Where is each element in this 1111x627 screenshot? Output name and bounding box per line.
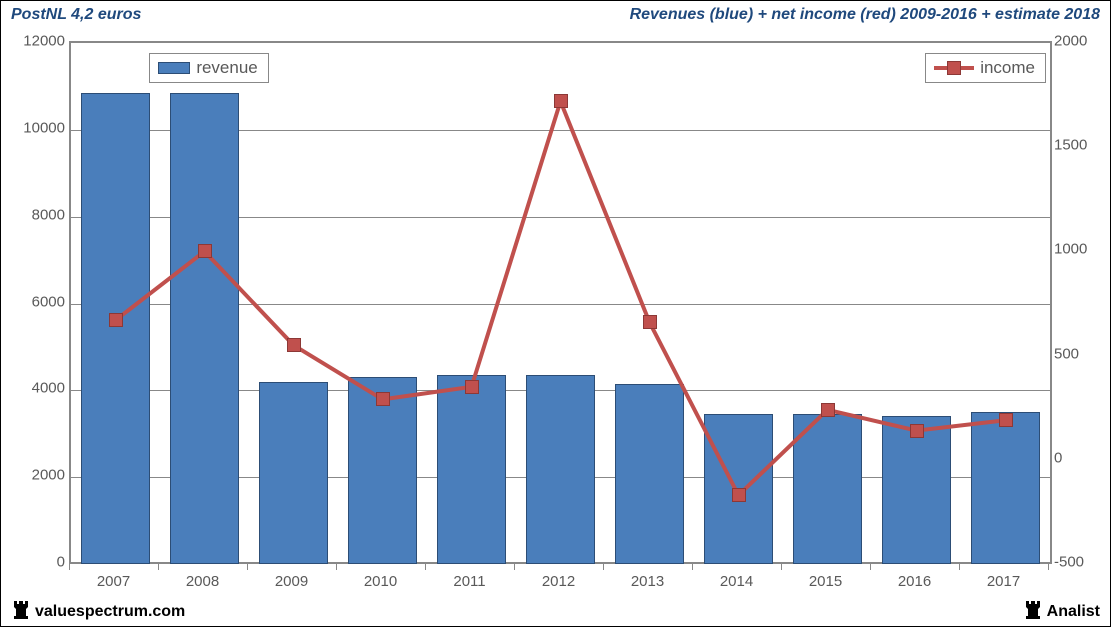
footer: valuespectrum.com Analist [1, 598, 1110, 626]
legend-revenue: revenue [149, 53, 268, 83]
legend-revenue-swatch [158, 62, 190, 74]
x-tick [603, 564, 604, 570]
y-left-tick-label: 12000 [17, 33, 65, 50]
x-tick [158, 564, 159, 570]
x-tick-label: 2014 [720, 573, 753, 590]
y-right-tick-label: 500 [1054, 345, 1094, 362]
income-marker [465, 380, 479, 394]
y-left-tick-label: 2000 [17, 467, 65, 484]
x-tick [959, 564, 960, 570]
income-marker [732, 488, 746, 502]
x-tick-label: 2008 [186, 573, 219, 590]
x-tick-label: 2012 [542, 573, 575, 590]
footer-left-text: valuespectrum.com [35, 603, 185, 621]
x-tick [514, 564, 515, 570]
footer-left: valuespectrum.com [11, 599, 185, 626]
y-left-tick-label: 6000 [17, 293, 65, 310]
x-tick-label: 2016 [898, 573, 931, 590]
income-marker [287, 338, 301, 352]
x-tick-label: 2017 [987, 573, 1020, 590]
income-marker [910, 424, 924, 438]
income-line [71, 43, 1050, 564]
legend-income-label: income [980, 58, 1035, 78]
legend-income: income [925, 53, 1046, 83]
x-tick [870, 564, 871, 570]
x-tick-label: 2015 [809, 573, 842, 590]
legend-income-swatch [934, 59, 974, 77]
y-right-tick-label: -500 [1054, 554, 1094, 571]
y-left-tick-label: 4000 [17, 380, 65, 397]
x-tick [69, 564, 70, 570]
chart-container: revenue income 0200040006000800010000120… [11, 29, 1100, 594]
x-tick [1048, 564, 1049, 570]
footer-right-text: Analist [1047, 603, 1100, 621]
income-marker [821, 403, 835, 417]
x-tick [425, 564, 426, 570]
income-marker [198, 244, 212, 258]
y-right-tick-label: 2000 [1054, 33, 1094, 50]
plot-area: revenue income [69, 41, 1052, 564]
y-left-tick-label: 8000 [17, 206, 65, 223]
title-left: PostNL 4,2 euros [11, 6, 141, 24]
x-tick-label: 2009 [275, 573, 308, 590]
x-tick [781, 564, 782, 570]
y-right-tick-label: 1000 [1054, 241, 1094, 258]
footer-right: Analist [1023, 599, 1100, 626]
legend-revenue-label: revenue [196, 58, 257, 78]
rook-icon [1023, 599, 1043, 626]
x-tick [692, 564, 693, 570]
income-marker [376, 392, 390, 406]
x-tick-label: 2007 [97, 573, 130, 590]
income-marker [643, 315, 657, 329]
rook-icon [11, 599, 31, 626]
y-right-tick-label: 0 [1054, 449, 1094, 466]
title-right: Revenues (blue) + net income (red) 2009-… [630, 6, 1100, 24]
y-left-tick-label: 0 [17, 554, 65, 571]
income-marker [109, 313, 123, 327]
y-right-tick-label: 1500 [1054, 137, 1094, 154]
y-left-tick-label: 10000 [17, 119, 65, 136]
chart-header: PostNL 4,2 euros Revenues (blue) + net i… [1, 1, 1110, 29]
x-tick [336, 564, 337, 570]
x-tick [247, 564, 248, 570]
x-tick-label: 2010 [364, 573, 397, 590]
x-tick-label: 2011 [453, 573, 485, 590]
income-marker [554, 94, 568, 108]
income-marker [999, 413, 1013, 427]
x-tick-label: 2013 [631, 573, 664, 590]
